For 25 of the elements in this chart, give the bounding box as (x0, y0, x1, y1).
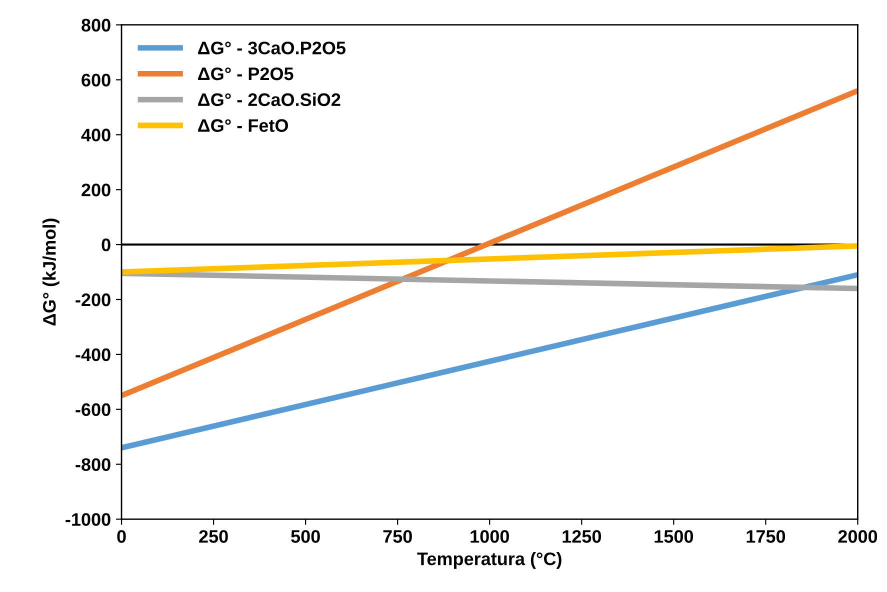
x-tick-label: 1750 (746, 530, 786, 543)
legend-label: ΔG° - 2CaO.SiO2 (198, 92, 340, 106)
y-tick-label: -600 (76, 403, 110, 416)
y-tick-label: 200 (82, 184, 110, 196)
y-tick-label: 600 (82, 74, 110, 87)
x-tick-label: 2000 (838, 530, 878, 543)
y-tick-label: 0 (102, 238, 110, 252)
x-tick-label: 1500 (654, 530, 694, 543)
x-tick-label: 750 (383, 530, 412, 543)
legend-label: ΔG° - P2O5 (198, 67, 294, 80)
x-tick-label: 0 (117, 530, 126, 543)
y-tick-label: -1000 (66, 513, 110, 526)
x-axis-title: Temperatura (°C) (417, 552, 562, 569)
y-axis-title: ΔG° (kJ/mol) (42, 218, 60, 326)
y-tick-label: -200 (76, 293, 110, 306)
legend-label: ΔG° - FetO (198, 119, 288, 132)
x-tick-label: 1250 (562, 530, 601, 543)
x-tick-label: 1000 (470, 530, 509, 543)
y-tick-label: -400 (76, 348, 110, 362)
y-tick-label: 400 (81, 128, 110, 142)
y-tick-label: 800 (82, 18, 110, 32)
y-tick-label: -800 (76, 458, 110, 471)
x-tick-label: 500 (291, 530, 320, 543)
legend-label: ΔG° - 3CaO.P2O5 (198, 42, 346, 54)
x-tick-label: 250 (199, 530, 228, 543)
